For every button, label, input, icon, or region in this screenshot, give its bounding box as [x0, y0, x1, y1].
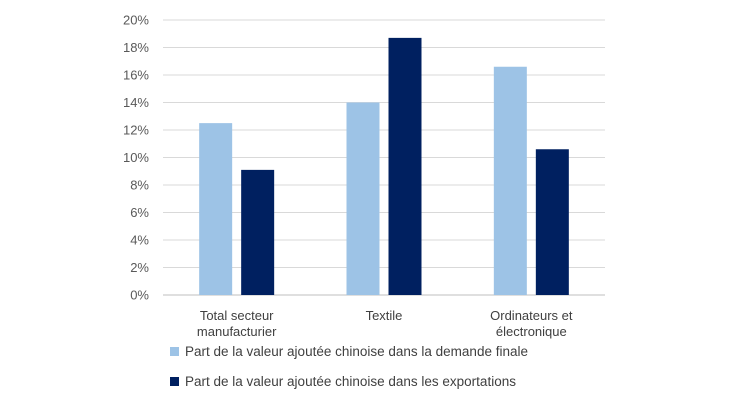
category-label: Textile	[366, 308, 403, 323]
y-tick-label: 16%	[123, 68, 149, 83]
legend-swatch	[170, 346, 179, 356]
legend: Part de la valeur ajoutée chinoise dans …	[170, 343, 528, 403]
legend-swatch	[170, 376, 179, 386]
y-tick-label: 0%	[130, 288, 149, 303]
legend-item-demande-finale: Part de la valeur ajoutée chinoise dans …	[170, 343, 528, 359]
y-tick-label: 14%	[123, 95, 149, 110]
y-tick-label: 6%	[130, 205, 149, 220]
bar-exportations	[535, 149, 569, 295]
y-tick-label: 12%	[123, 123, 149, 138]
category-label: Total secteur manufacturier	[197, 308, 277, 339]
bar-exportations	[388, 37, 422, 295]
gridlines	[163, 19, 605, 296]
bar-demande-finale	[346, 102, 380, 295]
x-axis: Total secteur manufacturier Textile Ordinat…	[197, 308, 573, 339]
y-tick-label: 10%	[123, 150, 149, 165]
legend-item-exportations: Part de la valeur ajoutée chinoise dans …	[170, 373, 528, 389]
category-label: Ordinateurs et électronique	[490, 308, 573, 339]
bar-demande-finale	[199, 123, 233, 295]
y-tick-label: 8%	[130, 178, 149, 193]
y-axis: 0% 2% 4% 6% 8% 10% 12% 14% 16% 18% 20%	[123, 13, 149, 303]
bar-exportations	[241, 169, 275, 295]
y-tick-label: 18%	[123, 40, 149, 55]
legend-label: Part de la valeur ajoutée chinoise dans …	[185, 343, 528, 359]
y-tick-label: 2%	[130, 260, 149, 275]
y-tick-label: 4%	[130, 233, 149, 248]
bar-demande-finale	[493, 66, 527, 295]
y-tick-label: 20%	[123, 13, 149, 28]
legend-label: Part de la valeur ajoutée chinoise dans …	[185, 373, 516, 389]
bars	[199, 37, 569, 295]
